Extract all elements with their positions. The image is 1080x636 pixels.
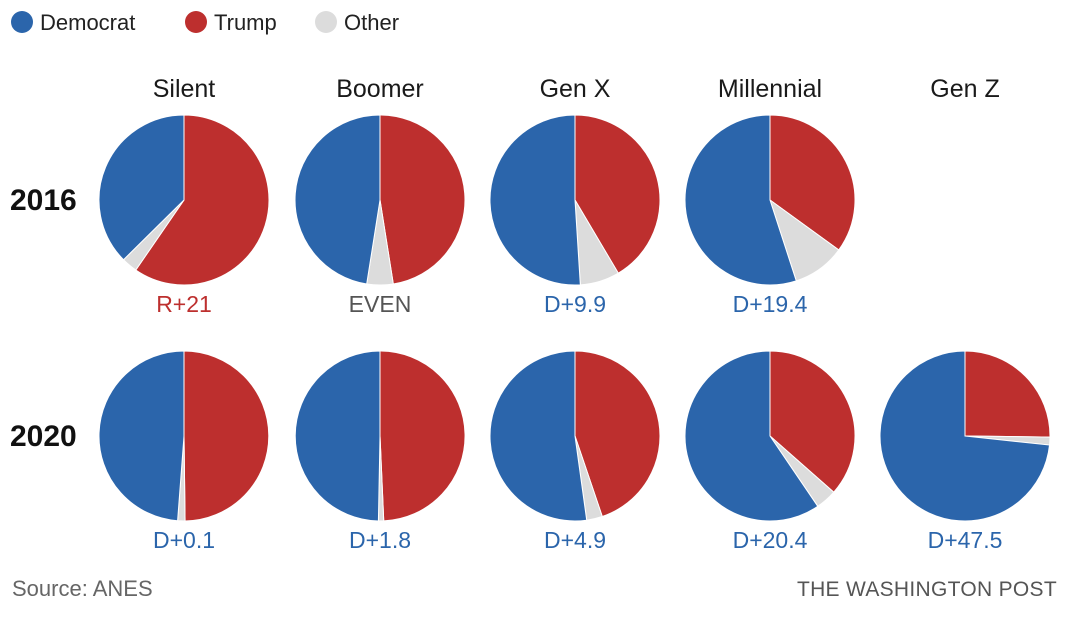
- margin-label: EVEN: [349, 291, 412, 317]
- slice-trump: [769, 114, 856, 251]
- legend-swatch-trump: [185, 11, 207, 33]
- source-note: Source: ANES: [12, 576, 153, 601]
- legend-label-democrat: Democrat: [40, 10, 135, 35]
- margin-label: D+9.9: [544, 291, 606, 317]
- legend-label-trump: Trump: [214, 10, 277, 35]
- legend-swatch-democrat: [11, 11, 33, 33]
- slice-trump: [964, 350, 1051, 438]
- margin-label: D+1.8: [349, 527, 411, 553]
- margin-label: D+47.5: [928, 527, 1003, 553]
- slice-trump: [574, 350, 661, 518]
- margin-label: D+0.1: [153, 527, 215, 553]
- generation-labels: Silent Boomer Gen X Millennial Gen Z: [153, 75, 1000, 103]
- slice-democrat: [489, 350, 588, 522]
- column-label-millennial: Millennial: [718, 75, 822, 103]
- slice-trump: [183, 350, 270, 522]
- margin-label: R+21: [156, 291, 212, 317]
- column-label-gen-z: Gen Z: [930, 75, 999, 103]
- slice-trump: [769, 350, 856, 493]
- pie-2020-millennial: D+20.4: [684, 350, 856, 553]
- slice-democrat: [294, 114, 381, 285]
- legend: Democrat Trump Other: [11, 10, 399, 35]
- slice-democrat: [489, 114, 581, 286]
- pie-2020-gen-x: D+4.9: [489, 350, 661, 553]
- year-labels: 2016 2020: [10, 184, 77, 453]
- footer: Source: ANES THE WASHINGTON POST: [12, 576, 1057, 601]
- pie-2020-boomer: D+1.8: [294, 350, 466, 553]
- column-label-silent: Silent: [153, 75, 216, 103]
- slice-trump: [135, 114, 270, 286]
- pies: R+21 EVEN D+9.9 D+19.4 D+0.1 D+1.8 D+4.9 D+20.4…: [98, 114, 1051, 553]
- slice-democrat: [98, 114, 185, 261]
- slice-trump: [574, 114, 661, 274]
- margin-label: D+4.9: [544, 527, 606, 553]
- pie-2020-gen-z: D+47.5: [879, 350, 1051, 553]
- slice-democrat: [684, 114, 797, 286]
- slice-democrat: [294, 350, 381, 522]
- margin-label: D+19.4: [733, 291, 808, 317]
- pie-2016-gen-x: D+9.9: [489, 114, 661, 317]
- row-label-2020: 2020: [10, 420, 77, 453]
- slice-trump: [379, 114, 466, 285]
- margin-label: D+20.4: [733, 527, 808, 553]
- row-label-2016: 2016: [10, 184, 77, 217]
- slice-democrat: [684, 350, 819, 522]
- slice-democrat: [98, 350, 185, 522]
- pie-2020-silent: D+0.1: [98, 350, 270, 553]
- column-label-gen-x: Gen X: [540, 75, 611, 103]
- legend-swatch-other: [315, 11, 337, 33]
- publisher-credit: THE WASHINGTON POST: [797, 578, 1057, 601]
- column-label-boomer: Boomer: [336, 75, 424, 103]
- slice-democrat: [879, 350, 1051, 522]
- pie-2016-silent: R+21: [98, 114, 270, 317]
- pie-2016-boomer: EVEN: [294, 114, 466, 317]
- legend-item-other: Other: [315, 10, 399, 35]
- pie-2016-millennial: D+19.4: [684, 114, 856, 317]
- legend-label-other: Other: [344, 10, 399, 35]
- legend-item-trump: Trump: [185, 10, 277, 35]
- legend-item-democrat: Democrat: [11, 10, 135, 35]
- slice-trump: [379, 350, 466, 522]
